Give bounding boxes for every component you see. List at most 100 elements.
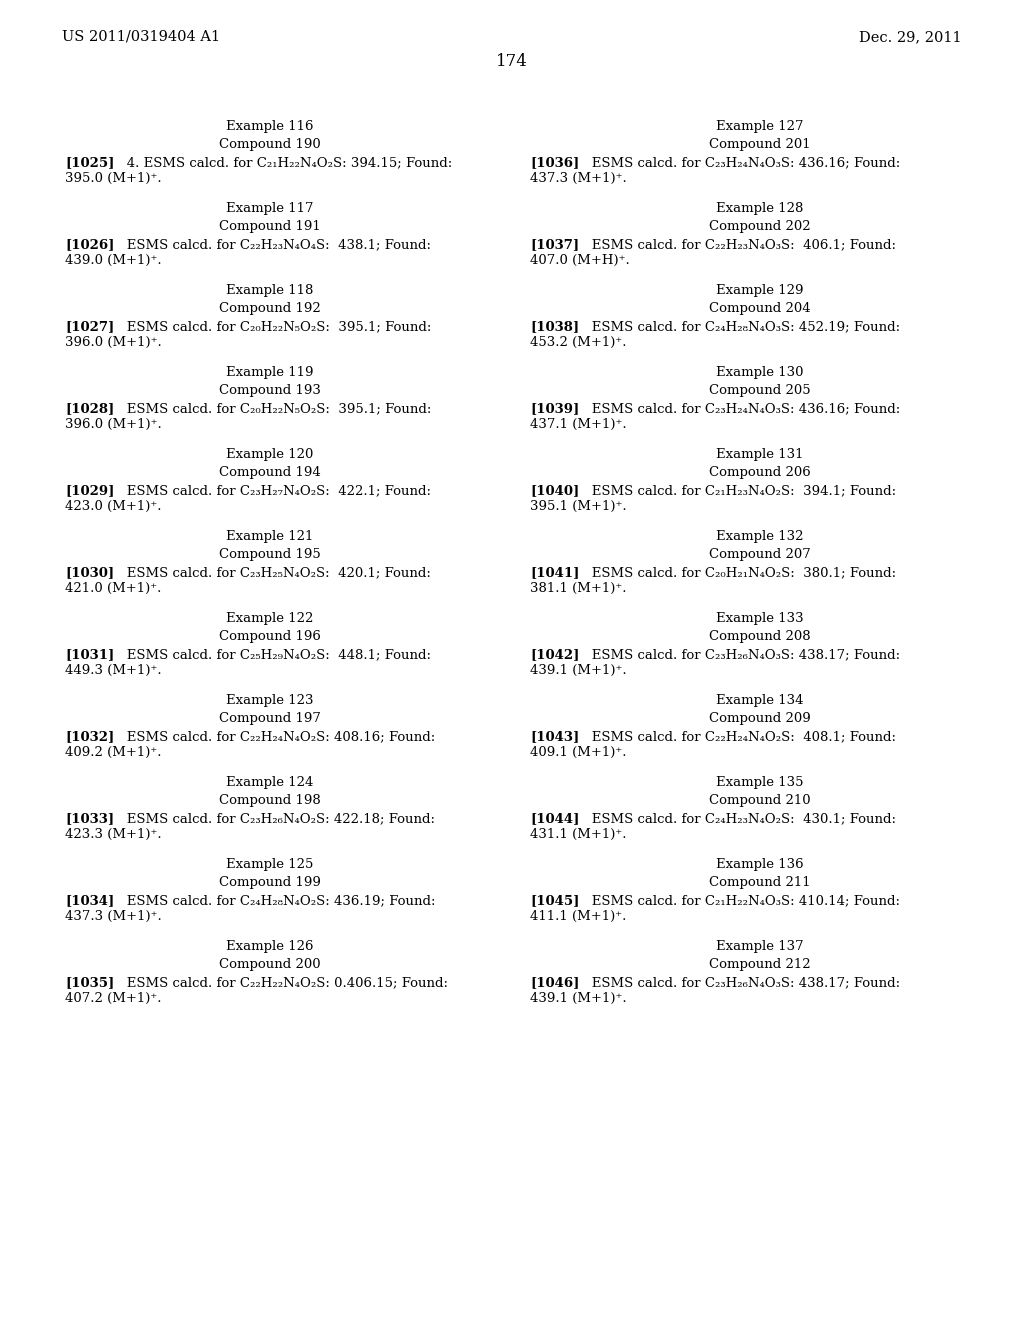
Text: ESMS calcd. for C₂₀H₂₂N₅O₂S:  395.1; Found:: ESMS calcd. for C₂₀H₂₂N₅O₂S: 395.1; Foun… bbox=[115, 319, 432, 333]
Text: ESMS calcd. for C₂₂H₂₄N₄O₂S:  408.1; Found:: ESMS calcd. for C₂₂H₂₄N₄O₂S: 408.1; Foun… bbox=[580, 730, 896, 743]
Text: 395.0 (M+1)⁺.: 395.0 (M+1)⁺. bbox=[65, 172, 162, 185]
Text: [1034]: [1034] bbox=[65, 894, 115, 907]
Text: Compound 206: Compound 206 bbox=[710, 466, 811, 479]
Text: Compound 207: Compound 207 bbox=[710, 548, 811, 561]
Text: 439.1 (M+1)⁺.: 439.1 (M+1)⁺. bbox=[530, 664, 627, 677]
Text: [1031]: [1031] bbox=[65, 648, 115, 661]
Text: [1027]: [1027] bbox=[65, 319, 115, 333]
Text: 439.0 (M+1)⁺.: 439.0 (M+1)⁺. bbox=[65, 253, 162, 267]
Text: 453.2 (M+1)⁺.: 453.2 (M+1)⁺. bbox=[530, 337, 627, 348]
Text: Example 126: Example 126 bbox=[226, 940, 313, 953]
Text: 439.1 (M+1)⁺.: 439.1 (M+1)⁺. bbox=[530, 993, 627, 1005]
Text: 4. ESMS calcd. for C₂₁H₂₂N₄O₂S: 394.15; Found:: 4. ESMS calcd. for C₂₁H₂₂N₄O₂S: 394.15; … bbox=[115, 156, 453, 169]
Text: [1032]: [1032] bbox=[65, 730, 115, 743]
Text: Example 129: Example 129 bbox=[716, 284, 804, 297]
Text: 423.3 (M+1)⁺.: 423.3 (M+1)⁺. bbox=[65, 828, 162, 841]
Text: Example 130: Example 130 bbox=[716, 366, 804, 379]
Text: [1038]: [1038] bbox=[530, 319, 580, 333]
Text: 407.2 (M+1)⁺.: 407.2 (M+1)⁺. bbox=[65, 993, 162, 1005]
Text: Example 117: Example 117 bbox=[226, 202, 313, 215]
Text: Compound 202: Compound 202 bbox=[710, 220, 811, 234]
Text: [1033]: [1033] bbox=[65, 812, 114, 825]
Text: Compound 193: Compound 193 bbox=[219, 384, 321, 397]
Text: Example 132: Example 132 bbox=[716, 531, 804, 543]
Text: 437.1 (M+1)⁺.: 437.1 (M+1)⁺. bbox=[530, 418, 627, 432]
Text: Example 125: Example 125 bbox=[226, 858, 313, 871]
Text: Compound 212: Compound 212 bbox=[710, 958, 811, 972]
Text: ESMS calcd. for C₂₀H₂₁N₄O₂S:  380.1; Found:: ESMS calcd. for C₂₀H₂₁N₄O₂S: 380.1; Foun… bbox=[580, 566, 896, 579]
Text: Compound 191: Compound 191 bbox=[219, 220, 321, 234]
Text: Compound 198: Compound 198 bbox=[219, 795, 321, 807]
Text: Example 133: Example 133 bbox=[716, 612, 804, 624]
Text: Compound 201: Compound 201 bbox=[710, 139, 811, 150]
Text: ESMS calcd. for C₂₁H₂₃N₄O₂S:  394.1; Found:: ESMS calcd. for C₂₁H₂₃N₄O₂S: 394.1; Foun… bbox=[580, 484, 896, 498]
Text: Example 128: Example 128 bbox=[717, 202, 804, 215]
Text: ESMS calcd. for C₂₄H₂₈N₄O₃S: 452.19; Found:: ESMS calcd. for C₂₄H₂₈N₄O₃S: 452.19; Fou… bbox=[580, 319, 900, 333]
Text: 174: 174 bbox=[496, 53, 528, 70]
Text: Compound 204: Compound 204 bbox=[710, 302, 811, 315]
Text: 423.0 (M+1)⁺.: 423.0 (M+1)⁺. bbox=[65, 500, 162, 513]
Text: 381.1 (M+1)⁺.: 381.1 (M+1)⁺. bbox=[530, 582, 627, 595]
Text: Compound 200: Compound 200 bbox=[219, 958, 321, 972]
Text: Compound 199: Compound 199 bbox=[219, 876, 321, 888]
Text: ESMS calcd. for C₂₃H₂₆N₄O₂S: 422.18; Found:: ESMS calcd. for C₂₃H₂₆N₄O₂S: 422.18; Fou… bbox=[114, 812, 435, 825]
Text: Dec. 29, 2011: Dec. 29, 2011 bbox=[859, 30, 962, 44]
Text: 396.0 (M+1)⁺.: 396.0 (M+1)⁺. bbox=[65, 337, 162, 348]
Text: [1046]: [1046] bbox=[530, 975, 580, 989]
Text: ESMS calcd. for C₂₃H₂₅N₄O₂S:  420.1; Found:: ESMS calcd. for C₂₃H₂₅N₄O₂S: 420.1; Foun… bbox=[114, 566, 431, 579]
Text: Example 118: Example 118 bbox=[226, 284, 313, 297]
Text: Example 116: Example 116 bbox=[226, 120, 313, 133]
Text: Example 137: Example 137 bbox=[716, 940, 804, 953]
Text: ESMS calcd. for C₂₃H₂₆N₄O₃S: 438.17; Found:: ESMS calcd. for C₂₃H₂₆N₄O₃S: 438.17; Fou… bbox=[580, 648, 900, 661]
Text: Example 134: Example 134 bbox=[716, 694, 804, 708]
Text: Example 123: Example 123 bbox=[226, 694, 313, 708]
Text: 409.2 (M+1)⁺.: 409.2 (M+1)⁺. bbox=[65, 746, 162, 759]
Text: Compound 190: Compound 190 bbox=[219, 139, 321, 150]
Text: ESMS calcd. for C₂₂H₂₃N₄O₃S:  406.1; Found:: ESMS calcd. for C₂₂H₂₃N₄O₃S: 406.1; Foun… bbox=[580, 238, 896, 251]
Text: Compound 205: Compound 205 bbox=[710, 384, 811, 397]
Text: [1037]: [1037] bbox=[530, 238, 580, 251]
Text: Compound 196: Compound 196 bbox=[219, 630, 321, 643]
Text: 449.3 (M+1)⁺.: 449.3 (M+1)⁺. bbox=[65, 664, 162, 677]
Text: Example 135: Example 135 bbox=[716, 776, 804, 789]
Text: Compound 195: Compound 195 bbox=[219, 548, 321, 561]
Text: [1035]: [1035] bbox=[65, 975, 115, 989]
Text: [1028]: [1028] bbox=[65, 403, 115, 414]
Text: ESMS calcd. for C₂₄H₂₈N₄O₂S: 436.19; Found:: ESMS calcd. for C₂₄H₂₈N₄O₂S: 436.19; Fou… bbox=[115, 894, 436, 907]
Text: 407.0 (M+H)⁺.: 407.0 (M+H)⁺. bbox=[530, 253, 630, 267]
Text: Example 124: Example 124 bbox=[226, 776, 313, 789]
Text: [1030]: [1030] bbox=[65, 566, 114, 579]
Text: ESMS calcd. for C₂₂H₂₄N₄O₂S: 408.16; Found:: ESMS calcd. for C₂₂H₂₄N₄O₂S: 408.16; Fou… bbox=[115, 730, 435, 743]
Text: Compound 192: Compound 192 bbox=[219, 302, 321, 315]
Text: 437.3 (M+1)⁺.: 437.3 (M+1)⁺. bbox=[530, 172, 627, 185]
Text: ESMS calcd. for C₂₂H₂₂N₄O₂S: 0.406.15; Found:: ESMS calcd. for C₂₂H₂₂N₄O₂S: 0.406.15; F… bbox=[115, 975, 449, 989]
Text: Compound 197: Compound 197 bbox=[219, 711, 321, 725]
Text: ESMS calcd. for C₂₂H₂₃N₄O₄S:  438.1; Found:: ESMS calcd. for C₂₂H₂₃N₄O₄S: 438.1; Foun… bbox=[115, 238, 431, 251]
Text: US 2011/0319404 A1: US 2011/0319404 A1 bbox=[62, 30, 220, 44]
Text: Example 120: Example 120 bbox=[226, 447, 313, 461]
Text: [1043]: [1043] bbox=[530, 730, 580, 743]
Text: ESMS calcd. for C₂₀H₂₂N₅O₂S:  395.1; Found:: ESMS calcd. for C₂₀H₂₂N₅O₂S: 395.1; Foun… bbox=[115, 403, 432, 414]
Text: [1044]: [1044] bbox=[530, 812, 580, 825]
Text: Compound 211: Compound 211 bbox=[710, 876, 811, 888]
Text: Example 121: Example 121 bbox=[226, 531, 313, 543]
Text: ESMS calcd. for C₂₃H₂₄N₄O₃S: 436.16; Found:: ESMS calcd. for C₂₃H₂₄N₄O₃S: 436.16; Fou… bbox=[580, 403, 900, 414]
Text: Example 127: Example 127 bbox=[716, 120, 804, 133]
Text: 409.1 (M+1)⁺.: 409.1 (M+1)⁺. bbox=[530, 746, 627, 759]
Text: [1041]: [1041] bbox=[530, 566, 580, 579]
Text: Compound 209: Compound 209 bbox=[710, 711, 811, 725]
Text: 431.1 (M+1)⁺.: 431.1 (M+1)⁺. bbox=[530, 828, 627, 841]
Text: Example 131: Example 131 bbox=[716, 447, 804, 461]
Text: ESMS calcd. for C₂₃H₂₇N₄O₂S:  422.1; Found:: ESMS calcd. for C₂₃H₂₇N₄O₂S: 422.1; Foun… bbox=[115, 484, 431, 498]
Text: ESMS calcd. for C₂₅H₂₉N₄O₂S:  448.1; Found:: ESMS calcd. for C₂₅H₂₉N₄O₂S: 448.1; Foun… bbox=[115, 648, 431, 661]
Text: ESMS calcd. for C₂₁H₂₂N₄O₃S: 410.14; Found:: ESMS calcd. for C₂₁H₂₂N₄O₃S: 410.14; Fou… bbox=[580, 894, 900, 907]
Text: [1026]: [1026] bbox=[65, 238, 115, 251]
Text: ESMS calcd. for C₂₃H₂₆N₄O₃S: 438.17; Found:: ESMS calcd. for C₂₃H₂₆N₄O₃S: 438.17; Fou… bbox=[580, 975, 900, 989]
Text: ESMS calcd. for C₂₃H₂₄N₄O₃S: 436.16; Found:: ESMS calcd. for C₂₃H₂₄N₄O₃S: 436.16; Fou… bbox=[580, 156, 900, 169]
Text: Example 136: Example 136 bbox=[716, 858, 804, 871]
Text: Example 119: Example 119 bbox=[226, 366, 313, 379]
Text: [1042]: [1042] bbox=[530, 648, 580, 661]
Text: 411.1 (M+1)⁺.: 411.1 (M+1)⁺. bbox=[530, 909, 627, 923]
Text: Compound 210: Compound 210 bbox=[710, 795, 811, 807]
Text: [1039]: [1039] bbox=[530, 403, 580, 414]
